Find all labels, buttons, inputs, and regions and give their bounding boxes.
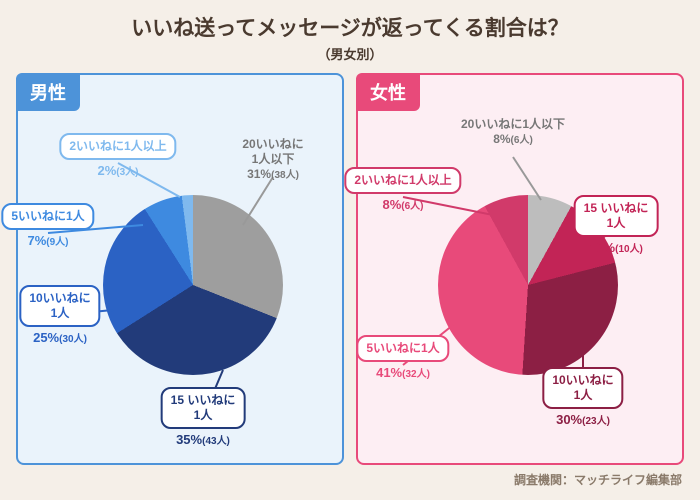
callout: 2いいねに1人以上8%(6人) [344, 167, 461, 214]
female-badge: 女性 [356, 73, 420, 111]
page-subtitle: （男女別） [0, 44, 700, 63]
callout: 15 いいねに1人13%(10人) [574, 195, 659, 257]
panels: 男性 20いいねに1人以下31%(38人) 15 いいねに1人35%(43人) 10… [0, 63, 700, 471]
callout: 2いいねに1人以上2%(3人) [59, 133, 176, 180]
callout: 15 いいねに1人35%(43人) [161, 387, 246, 449]
source-text: 調査機関：マッチライフ編集部 [0, 471, 700, 488]
page-title: いいね送ってメッセージが返ってくる割合は？ [0, 0, 700, 42]
male-panel: 男性 20いいねに1人以下31%(38人) 15 いいねに1人35%(43人) 10… [16, 73, 344, 465]
callout: 10いいねに1人25%(30人) [19, 285, 100, 347]
callout: 5いいねに1人7%(9人) [1, 203, 94, 250]
male-badge: 男性 [16, 73, 80, 111]
callout: 20いいねに1人以下8%(6人) [461, 117, 565, 148]
female-panel: 女性 20いいねに1人以下8%(6人) 15 いいねに1人13%(10人) 10いい… [356, 73, 684, 465]
callout: 5いいねに1人41%(32人) [356, 335, 449, 382]
callout: 20いいねに1人以下31%(38人) [242, 137, 303, 183]
callout: 10いいねに1人30%(23人) [542, 367, 623, 429]
pie-chart [103, 195, 283, 375]
